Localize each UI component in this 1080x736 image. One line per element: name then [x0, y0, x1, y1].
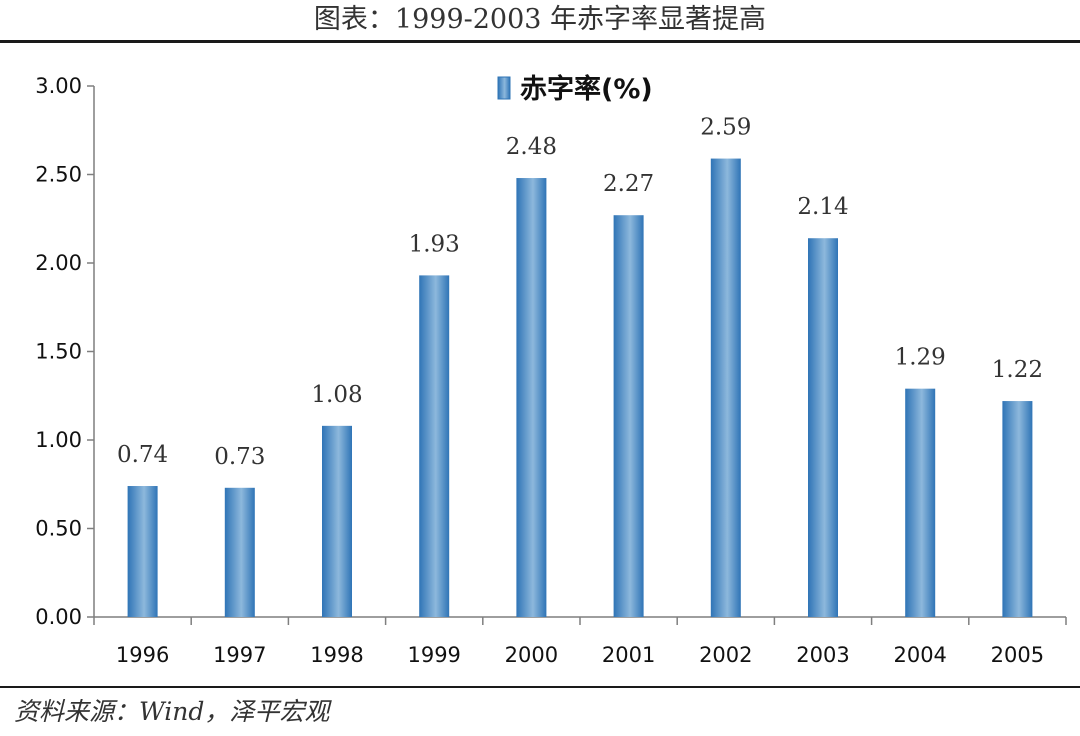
bar-1997	[224, 487, 255, 617]
x-tick-label-2001: 2001	[602, 643, 655, 667]
data-label-2005: 1.22	[992, 357, 1043, 383]
data-label-1999: 1.93	[409, 231, 460, 257]
y-axis-ticks: 0.00 0.50 1.00 1.50 2.00 2.50 3.00	[35, 74, 94, 629]
y-tick-label: 1.00	[35, 428, 82, 452]
x-tick-label-1996: 1996	[116, 643, 169, 667]
data-label-2000: 2.48	[506, 134, 557, 160]
bar-2001	[613, 215, 644, 617]
x-tick-label-2003: 2003	[796, 643, 849, 667]
y-tick-label: 1.50	[35, 340, 82, 364]
x-tick-label-2002: 2002	[699, 643, 752, 667]
bar-2005	[1002, 401, 1033, 617]
y-tick-label: 2.50	[35, 163, 82, 187]
x-tick-label-2005: 2005	[991, 643, 1044, 667]
x-tick-label-1998: 1998	[310, 643, 363, 667]
y-tick-label: 3.00	[35, 74, 82, 98]
y-tick-label: 0.50	[35, 517, 82, 541]
bar-2003	[808, 238, 838, 617]
bar-2000	[516, 178, 547, 618]
bar-1998	[322, 425, 352, 617]
data-label-2002: 2.59	[700, 115, 751, 141]
data-label-2003: 2.14	[797, 194, 848, 220]
legend-label: 赤字率(%)	[520, 73, 653, 105]
bar-1996	[127, 486, 158, 617]
data-label-2004: 1.29	[895, 345, 946, 371]
data-label-1997: 0.73	[214, 444, 265, 470]
bar-2002	[710, 158, 741, 617]
y-tick-label: 2.00	[35, 251, 82, 275]
legend: 赤字率(%)	[497, 73, 653, 105]
bar-2004	[905, 388, 936, 617]
data-label-1996: 0.74	[117, 442, 168, 468]
top-divider	[0, 40, 1080, 43]
y-tick-label: 0.00	[35, 605, 82, 629]
bars	[127, 158, 1033, 618]
x-tick-label-2004: 2004	[893, 643, 946, 667]
x-tick-label-1997: 1997	[213, 643, 266, 667]
bottom-divider	[0, 686, 1080, 688]
legend-swatch	[497, 76, 511, 100]
data-label-1998: 1.08	[311, 382, 362, 408]
x-tick-label-2000: 2000	[505, 643, 558, 667]
bar-1999	[419, 275, 450, 617]
data-label-2001: 2.27	[603, 171, 654, 197]
data-labels: 0.74 0.73 1.08 1.93 2.48 2.27 2.59 2.14 1.29 1.22	[117, 115, 1043, 470]
x-tick-label-1999: 1999	[407, 643, 460, 667]
source-note: 资料来源：Wind，泽平宏观	[14, 697, 330, 726]
bar-chart: 0.00 0.50 1.00 1.50 2.00 2.50 3.00 0.74 0.73 1.0…	[35, 73, 1067, 667]
x-axis-ticks: 1996 1997 1998 1999 2000 2001 2002 2003 2004 2005	[93, 617, 1067, 667]
page-title: 图表：1999-2003 年赤字率显著提高	[313, 4, 767, 35]
